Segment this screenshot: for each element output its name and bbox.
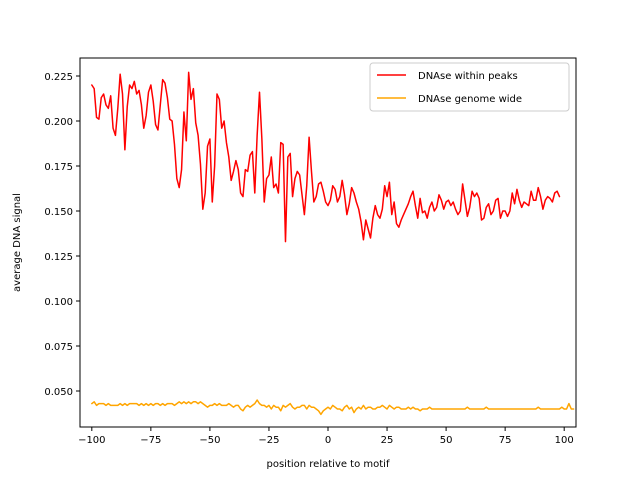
series-line-within-peaks — [91, 71, 561, 243]
series-line-genome-wide — [91, 399, 575, 416]
x-tick-label: 100 — [555, 435, 574, 446]
x-tick-label: −100 — [78, 435, 105, 446]
x-tick-label: 75 — [499, 435, 512, 446]
y-axis: 0.050 0.075 0.100 0.125 0.150 0.175 0.200 0.225 — [44, 72, 80, 398]
legend-label-genome-wide: DNAse genome wide — [418, 94, 522, 105]
y-tick-label: 0.100 — [44, 297, 73, 308]
x-tick-label: 50 — [440, 435, 453, 446]
y-tick-label: 0.075 — [44, 342, 73, 353]
y-tick-label: 0.125 — [44, 252, 73, 263]
x-tick-label: 0 — [325, 435, 331, 446]
y-tick-label: 0.200 — [44, 117, 73, 128]
x-tick-label: −50 — [199, 435, 220, 446]
y-tick-label: 0.050 — [44, 387, 73, 398]
series-layer — [91, 71, 575, 416]
x-axis-label: position relative to motif — [267, 459, 390, 470]
x-tick-label: 25 — [381, 435, 394, 446]
legend-label-within-peaks: DNAse within peaks — [418, 71, 518, 82]
x-axis: −100 −75 −50 −25 0 25 50 75 100 — [78, 427, 574, 446]
x-tick-label: −75 — [140, 435, 161, 446]
legend-box — [369, 62, 570, 112]
y-tick-label: 0.175 — [44, 162, 73, 173]
legend: DNAse within peaks DNAse genome wide — [369, 62, 570, 112]
x-tick-label: −25 — [258, 435, 279, 446]
y-tick-label: 0.225 — [44, 72, 73, 83]
y-axis-label: average DNA signal — [12, 193, 23, 292]
y-tick-label: 0.150 — [44, 207, 73, 218]
